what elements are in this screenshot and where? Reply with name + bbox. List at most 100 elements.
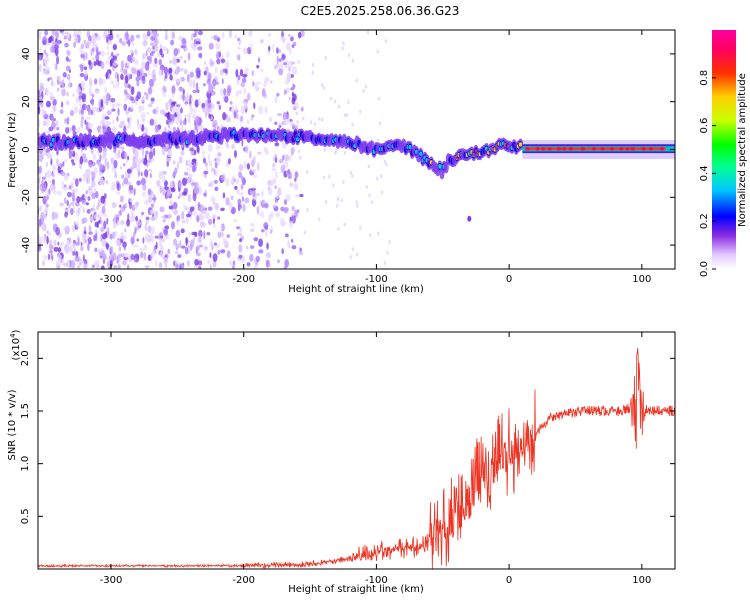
noise-speck (178, 87, 184, 92)
noise-speck (64, 211, 68, 218)
noise-speck (226, 84, 232, 94)
noise-speck (129, 189, 134, 194)
noise-speck (176, 161, 180, 170)
noise-speck (263, 147, 269, 152)
noise-speck (213, 168, 216, 176)
noise-speck (268, 116, 273, 122)
noise-speck (114, 231, 118, 237)
noise-speck (253, 174, 258, 178)
noise-speck (283, 206, 289, 213)
noise-speck (342, 41, 345, 46)
noise-speck (74, 152, 79, 162)
noise-speck (237, 37, 240, 42)
noise-speck (53, 246, 59, 252)
noise-speck (149, 118, 155, 126)
noise-speck (147, 169, 153, 173)
noise-speck (85, 190, 88, 195)
noise-speck (183, 59, 187, 64)
noise-speck (128, 256, 132, 263)
noise-speck (66, 91, 69, 97)
noise-speck (207, 89, 212, 94)
noise-speck (171, 106, 177, 113)
noise-speck (168, 205, 173, 210)
noise-speck (288, 33, 291, 37)
noise-speck (142, 40, 148, 47)
noise-speck (191, 165, 196, 173)
noise-speck (165, 102, 169, 111)
noise-speck (52, 81, 55, 86)
noise-speck (258, 105, 263, 114)
noise-speck (284, 233, 289, 238)
noise-speck (260, 229, 265, 233)
noise-speck (229, 260, 235, 266)
noise-speck (138, 104, 142, 114)
noise-speck (122, 259, 127, 266)
noise-speck (38, 30, 42, 38)
noise-speck (180, 144, 184, 148)
noise-speck (76, 86, 81, 94)
noise-speck (180, 150, 185, 156)
noise-speck (150, 216, 156, 221)
noise-speck (212, 222, 216, 229)
noise-speck (123, 177, 129, 185)
noise-speck (161, 175, 166, 183)
noise-speck (159, 206, 165, 213)
noise-speck (152, 147, 156, 157)
noise-speck (278, 67, 284, 76)
noise-speck (286, 72, 292, 81)
noise-speck (295, 185, 299, 190)
noise-speck (172, 58, 178, 65)
noise-speck (272, 44, 275, 53)
noise-speck (72, 250, 76, 256)
noise-speck (38, 218, 42, 228)
noise-speck (38, 106, 41, 115)
noise-speck (57, 247, 62, 253)
noise-speck (213, 260, 217, 267)
noise-speck (79, 156, 84, 165)
snr-panel: -300 -200 -100 0 100 0.5 1.0 1.5 2.0 Height of … (7, 329, 676, 595)
ridge-hotspot (648, 146, 654, 151)
noise-speck (42, 120, 47, 126)
noise-speck (116, 53, 120, 57)
noise-speck (297, 31, 302, 39)
noise-speck (386, 250, 389, 255)
noise-speck (225, 50, 230, 59)
noise-speck (95, 59, 100, 66)
noise-speck (81, 93, 87, 100)
noise-speck (143, 33, 149, 43)
noise-speck (278, 58, 282, 63)
noise-speck (38, 153, 44, 163)
noise-speck (65, 127, 70, 134)
noise-speck (88, 160, 93, 168)
noise-speck (280, 164, 286, 174)
noise-speck (91, 97, 95, 107)
noise-speck (148, 78, 155, 88)
noise-speck (144, 264, 150, 269)
noise-speck (65, 65, 71, 72)
noise-speck (279, 62, 284, 70)
noise-speck (108, 33, 114, 41)
noise-speck (101, 113, 107, 122)
noise-speck (44, 195, 49, 202)
noise-speck (255, 255, 260, 263)
noise-speck (258, 249, 264, 254)
noise-speck (280, 35, 286, 42)
noise-speck (73, 41, 76, 48)
noise-speck (99, 181, 103, 186)
noise-speck (130, 236, 135, 245)
noise-speck (145, 150, 149, 155)
noise-speck (63, 262, 69, 267)
noise-speck (64, 247, 70, 255)
noise-speck (192, 79, 195, 89)
noise-speck (256, 205, 260, 215)
noise-speck (244, 145, 249, 154)
noise-speck (240, 175, 244, 182)
noise-speck (161, 146, 166, 156)
noise-speck (194, 185, 200, 194)
noise-speck (237, 46, 241, 51)
noise-speck (156, 53, 161, 58)
noise-speck (156, 179, 161, 188)
noise-speck (86, 116, 91, 120)
noise-speck (253, 102, 256, 110)
noise-speck (93, 187, 97, 192)
